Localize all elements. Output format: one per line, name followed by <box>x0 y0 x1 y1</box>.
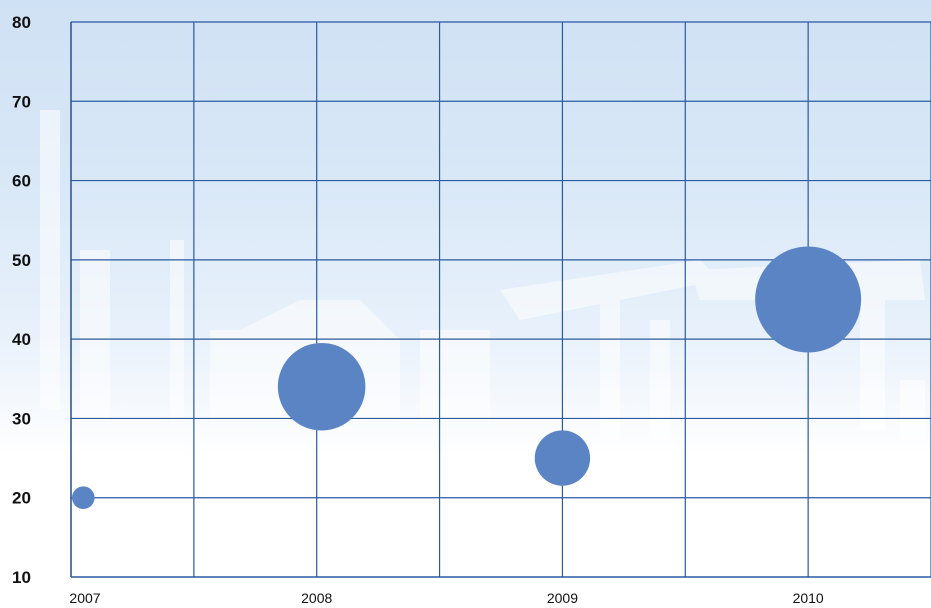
x-tick-label: 2010 <box>793 590 824 606</box>
y-tick-label: 50 <box>12 251 31 270</box>
y-tick-label: 80 <box>12 13 31 32</box>
x-tick-label: 2008 <box>301 590 332 606</box>
y-tick-label: 60 <box>12 172 31 191</box>
x-axis-ticks: 2007 2008 2009 2010 <box>69 590 824 606</box>
bubble-point <box>534 430 591 486</box>
x-tick-label: 2009 <box>547 590 578 606</box>
y-tick-label: 70 <box>12 92 31 111</box>
y-tick-label: 40 <box>12 330 31 349</box>
y-tick-label: 20 <box>12 489 31 508</box>
bubble-point <box>755 246 862 353</box>
bubble-point <box>71 486 95 510</box>
bubble-point <box>277 342 366 431</box>
y-axis-ticks: 10 20 30 40 50 60 70 80 <box>12 13 31 587</box>
y-tick-label: 10 <box>12 568 31 587</box>
x-tick-label: 2007 <box>69 590 100 606</box>
bubble-series <box>71 246 862 510</box>
y-tick-label: 30 <box>12 409 31 428</box>
